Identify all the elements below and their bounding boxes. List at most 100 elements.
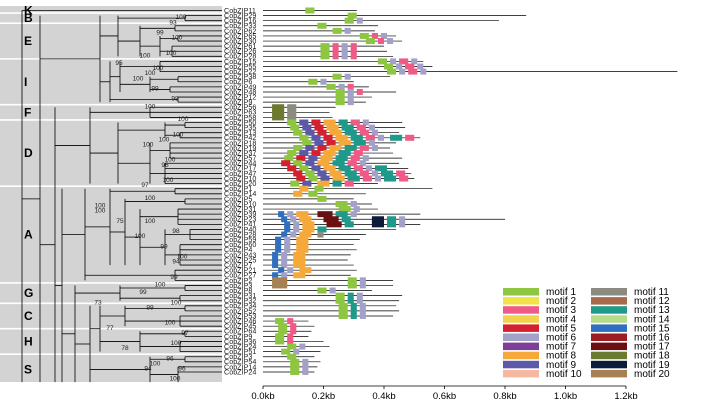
legend-label: motif 18 xyxy=(634,351,670,362)
axis-tick-label: 0.2kb xyxy=(312,391,335,402)
gene-track xyxy=(263,277,394,284)
motif-box xyxy=(284,246,291,253)
motif-box xyxy=(396,63,403,70)
motif-box xyxy=(293,221,300,228)
legend-label: motif 1 xyxy=(546,287,576,298)
motif-box xyxy=(338,312,348,319)
gene-names: CobZIP11CobZIP29CobZIP16CobZIP33CobZIP62… xyxy=(224,6,256,376)
group-label: C xyxy=(24,309,33,323)
gene-name: CobZIP4 xyxy=(224,245,252,254)
gene-track xyxy=(263,99,366,106)
legend-item: motif 5 xyxy=(503,323,576,334)
motif-box xyxy=(335,292,345,299)
motif-box xyxy=(356,292,363,299)
motif-box xyxy=(390,134,403,141)
legend-label: motif 11 xyxy=(634,287,669,298)
motif-box xyxy=(308,175,318,182)
motif-box xyxy=(293,190,303,197)
motif-box xyxy=(387,221,397,228)
motif-box xyxy=(287,353,297,360)
bootstrap-value: 94 xyxy=(172,259,180,266)
motif-box xyxy=(311,165,321,172)
motif-box xyxy=(272,251,279,258)
motif-box xyxy=(347,160,357,167)
motif-box xyxy=(399,221,406,228)
gene-name: CobZIP7 xyxy=(224,260,252,269)
motif-box xyxy=(335,94,345,101)
motif-box xyxy=(293,256,306,263)
motif-box xyxy=(371,216,384,223)
gene-track xyxy=(263,48,388,55)
gene-track xyxy=(263,180,378,187)
gene-name: CobZIP22 xyxy=(224,67,256,76)
motif-box xyxy=(302,221,315,228)
gene-track xyxy=(263,307,400,314)
bootstrap-value: 100 xyxy=(159,136,170,143)
gene-name: CobZIP15 xyxy=(224,57,256,66)
motif-box xyxy=(323,134,333,141)
bootstrap-value: 97 xyxy=(181,330,189,337)
gene-track xyxy=(263,343,330,350)
gene-track xyxy=(263,43,384,50)
gene-track xyxy=(263,78,354,85)
motif-box xyxy=(317,231,324,238)
gene-name: CobZIP27 xyxy=(224,271,256,280)
motif-box xyxy=(347,277,357,284)
legend-item: motif 20 xyxy=(591,369,670,380)
gene-track xyxy=(263,104,336,111)
legend-item: motif 13 xyxy=(591,305,670,316)
motif-box xyxy=(287,338,294,345)
motif-box xyxy=(272,104,285,111)
gene-track xyxy=(263,22,378,29)
legend-swatch xyxy=(591,333,627,341)
axis-tick-label: 1.2kb xyxy=(614,391,637,402)
motif-box xyxy=(305,129,315,136)
motif-box xyxy=(350,53,357,60)
motif-box xyxy=(287,267,294,274)
bootstrap-value: 95 xyxy=(115,60,123,67)
gene-track xyxy=(263,38,403,45)
motif-box xyxy=(350,48,357,55)
gene-track xyxy=(263,287,372,294)
motif-box xyxy=(365,134,375,141)
gene-track xyxy=(263,216,505,223)
motif-box xyxy=(374,175,381,182)
legend-item: motif 10 xyxy=(503,369,582,380)
bootstrap-value: 100 xyxy=(145,70,156,77)
bootstrap-value: 100 xyxy=(145,195,156,202)
gene-name: CobZIP63 xyxy=(224,108,256,117)
bootstrap-value: 100 xyxy=(171,299,182,306)
gene-track xyxy=(263,190,366,197)
gene-name: CobZIP3 xyxy=(224,281,252,290)
motif-box xyxy=(332,48,339,55)
motif-box xyxy=(356,124,366,131)
motif-box xyxy=(275,241,282,248)
group-label: G xyxy=(24,286,33,300)
legend-item: motif 8 xyxy=(503,351,576,362)
motif-box xyxy=(390,58,397,65)
motif-box xyxy=(347,297,354,304)
bootstrap-value: 97 xyxy=(141,182,149,189)
motif-box xyxy=(317,226,327,233)
motif-box xyxy=(293,251,306,258)
bootstrap-value: 93 xyxy=(169,19,177,26)
legend-swatch xyxy=(503,333,539,341)
legend-label: motif 20 xyxy=(634,369,670,380)
motif-box xyxy=(290,328,297,335)
gene-track xyxy=(263,94,372,101)
legend-label: motif 5 xyxy=(546,323,576,334)
motif-box xyxy=(329,129,342,136)
gene-track xyxy=(263,206,378,213)
motif-box xyxy=(399,175,409,182)
gene-name: CobZIP9 xyxy=(224,98,252,107)
gene-track xyxy=(263,185,433,192)
motif-box xyxy=(332,53,339,60)
group-label: D xyxy=(24,146,33,160)
gene-track xyxy=(263,17,499,24)
legend-label: motif 14 xyxy=(634,314,670,325)
gene-name: CobZIP58 xyxy=(224,113,256,122)
bootstrap-value: 100 xyxy=(170,376,181,383)
motif-box xyxy=(329,170,342,177)
gene-track xyxy=(263,124,406,131)
motif-box xyxy=(359,129,369,136)
